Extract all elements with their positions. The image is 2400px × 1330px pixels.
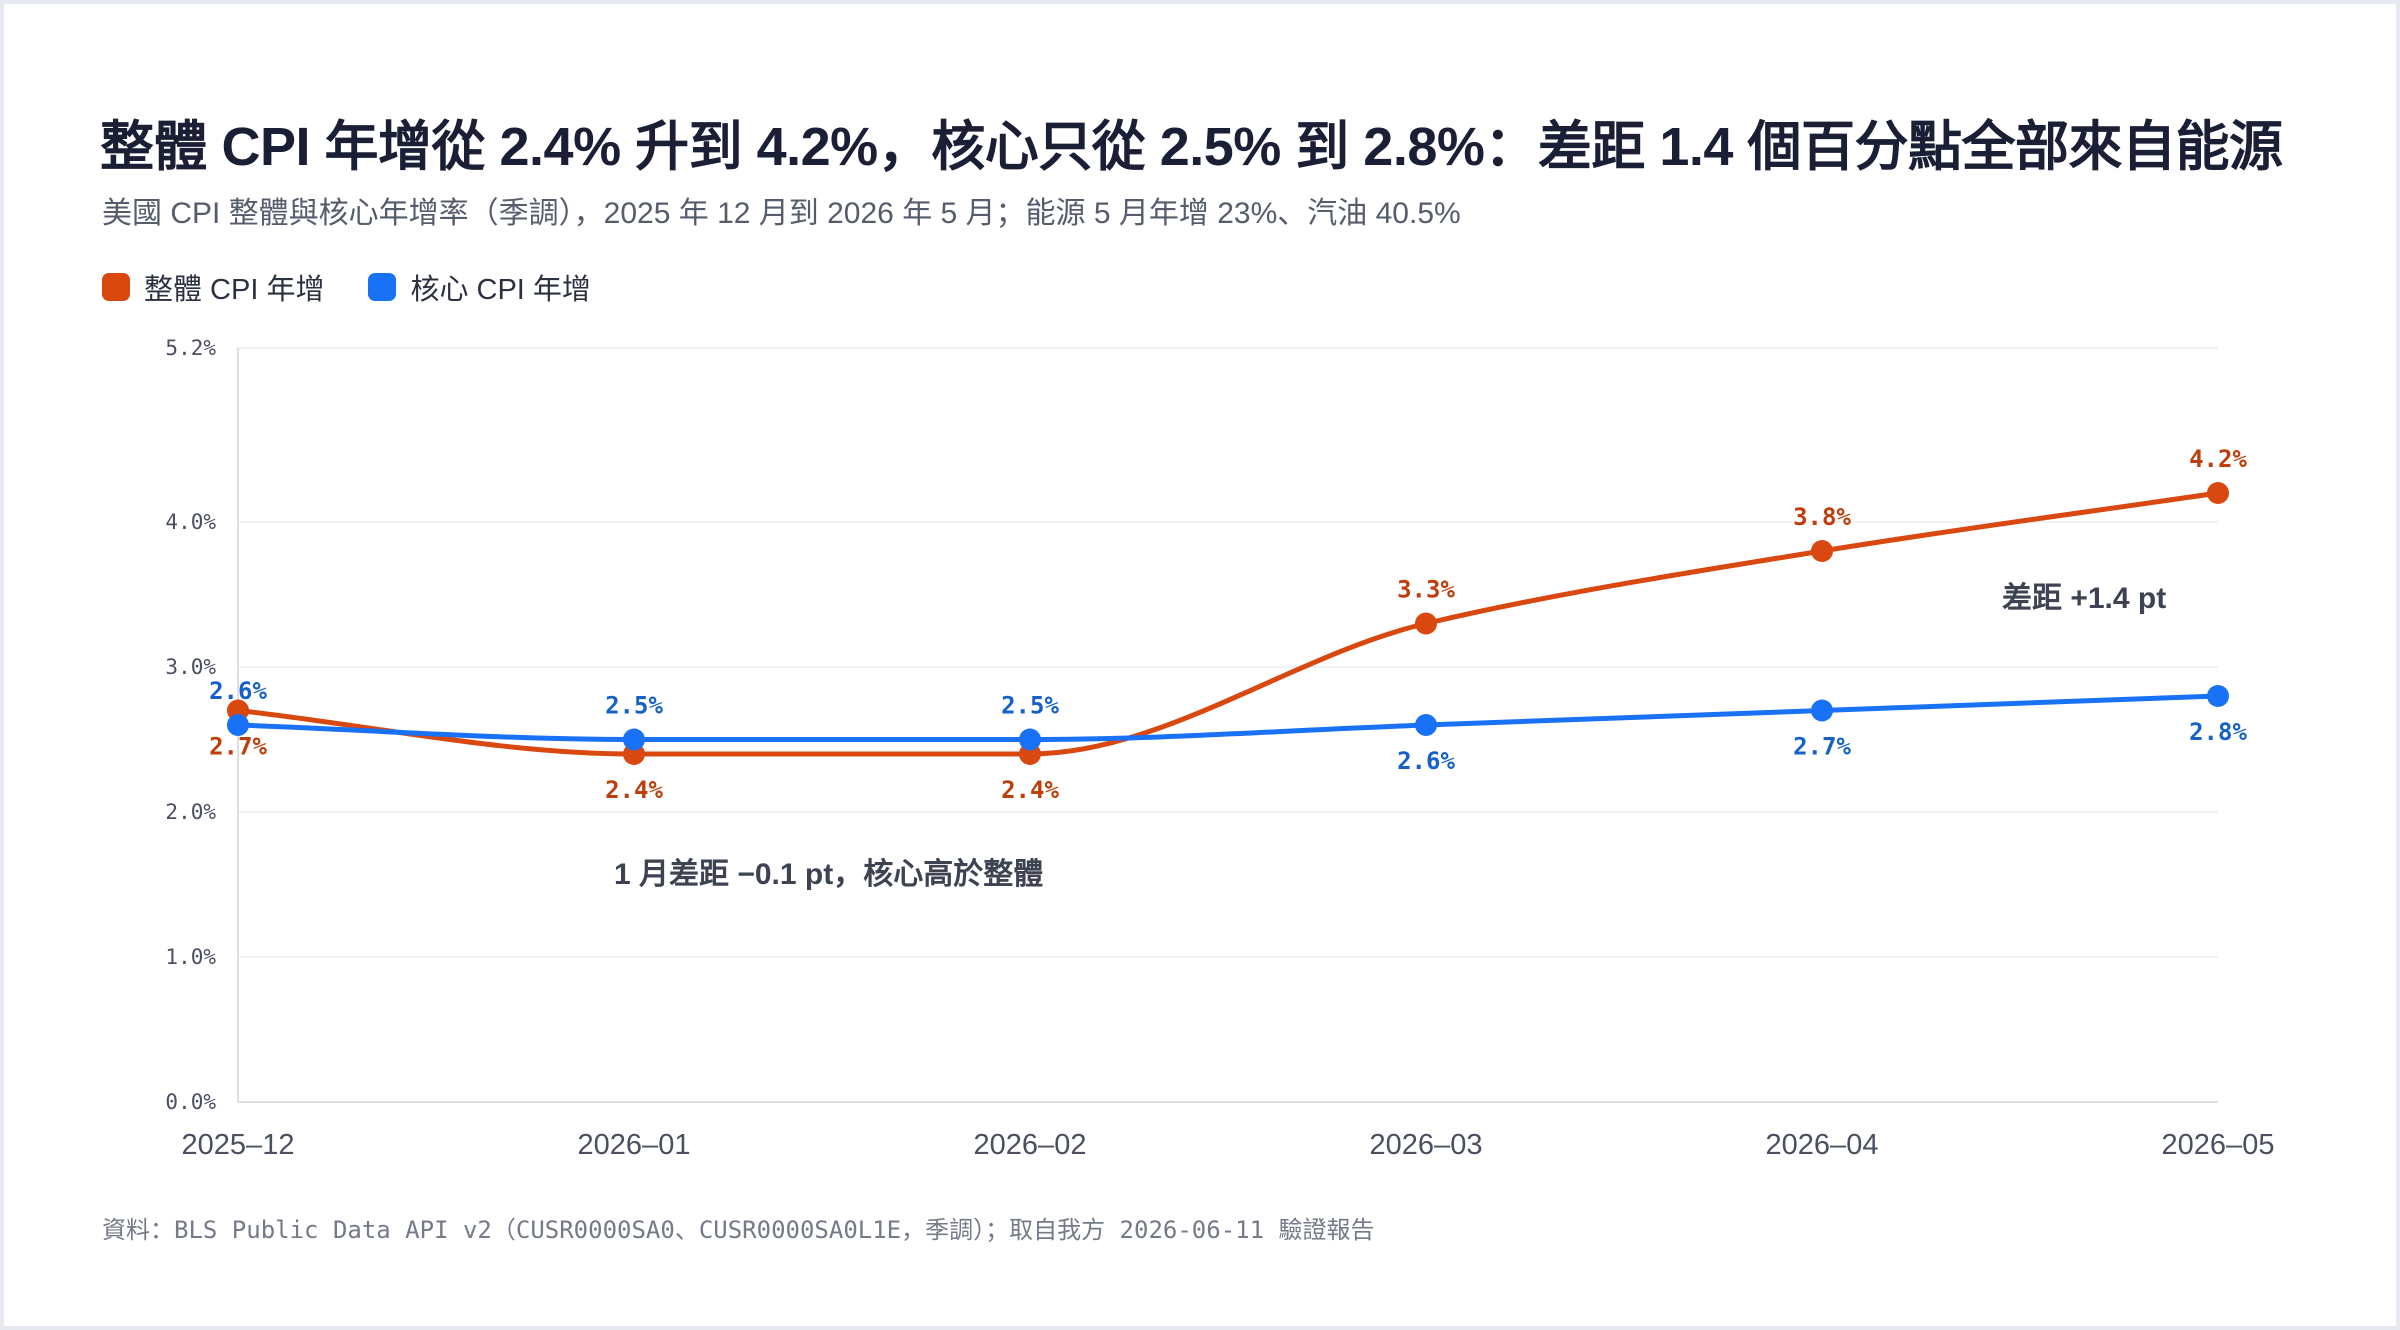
point-core-3 (1415, 714, 1437, 736)
data-label-core-1: 2.5% (605, 692, 663, 720)
legend-swatch-headline (102, 273, 130, 301)
x-tick-label-0: 2025–12 (182, 1129, 295, 1161)
legend-label-headline: 整體 CPI 年增 (144, 274, 325, 306)
point-headline-4 (1811, 540, 1833, 562)
data-label-headline-5: 4.2% (2189, 445, 2247, 473)
chart-card: 整體 CPI 年增從 2.4% 升到 4.2%，核心只從 2.5% 到 2.8%… (4, 4, 2396, 1326)
x-tick-label-1: 2026–01 (578, 1129, 691, 1161)
data-label-core-4: 2.7% (1793, 733, 1851, 761)
legend-swatch-core (368, 273, 397, 301)
y-tick-label-4: 4.0% (165, 510, 216, 534)
chart-subtitle: 美國 CPI 整體與核心年增率（季調），2025 年 12 月到 2026 年 … (102, 197, 1461, 230)
data-label-headline-3: 3.3% (1397, 576, 1455, 604)
x-tick-label-4: 2026–04 (1766, 1129, 1879, 1161)
data-label-headline-1: 2.4% (605, 776, 663, 804)
data-label-core-5: 2.8% (2189, 718, 2247, 746)
point-core-2 (1019, 728, 1041, 751)
y-tick-label-5: 5.2% (165, 336, 216, 360)
point-core-1 (623, 728, 645, 751)
legend-item-core[interactable]: 核心 CPI 年增 (368, 266, 591, 308)
legend: 整體 CPI 年增 核心 CPI 年增 (102, 266, 591, 308)
data-label-core-2: 2.5% (1001, 692, 1059, 720)
source-footnote: 資料：BLS Public Data API v2（CUSR0000SA0、CU… (102, 1216, 1375, 1244)
point-core-5 (2207, 685, 2229, 707)
legend-item-headline[interactable]: 整體 CPI 年增 (102, 266, 324, 308)
series-line-headline (237, 490, 2219, 757)
point-core-4 (1811, 699, 1833, 722)
y-tick-label-0: 0.0% (165, 1090, 216, 1114)
data-label-core-0: 2.6% (209, 677, 267, 705)
point-headline-5 (2207, 482, 2229, 504)
point-core-0 (227, 714, 249, 736)
point-headline-3 (1415, 612, 1437, 635)
data-label-headline-0: 2.7% (209, 733, 267, 761)
x-tick-label-5: 2026–05 (2162, 1129, 2275, 1161)
chart-title: 整體 CPI 年增從 2.4% 升到 4.2%，核心只從 2.5% 到 2.8%… (100, 117, 2283, 177)
data-label-headline-4: 3.8% (1793, 503, 1851, 531)
y-tick-label-2: 2.0% (165, 800, 216, 824)
x-tick-label-3: 2026–03 (1370, 1129, 1483, 1161)
annotation-jan-gap: 1 月差距 −0.1 pt，核心高於整體 (614, 857, 1043, 891)
y-tick-label-3: 3.0% (165, 655, 216, 679)
data-label-core-3: 2.6% (1397, 747, 1455, 775)
legend-label-core: 核心 CPI 年增 (410, 274, 591, 306)
annotation-may-gap: 差距 +1.4 pt (2002, 582, 2166, 615)
x-tick-label-2: 2026–02 (974, 1129, 1087, 1161)
data-label-headline-2: 2.4% (1001, 776, 1059, 804)
series-line-core (237, 693, 2219, 743)
y-tick-label-1: 1.0% (165, 945, 216, 969)
